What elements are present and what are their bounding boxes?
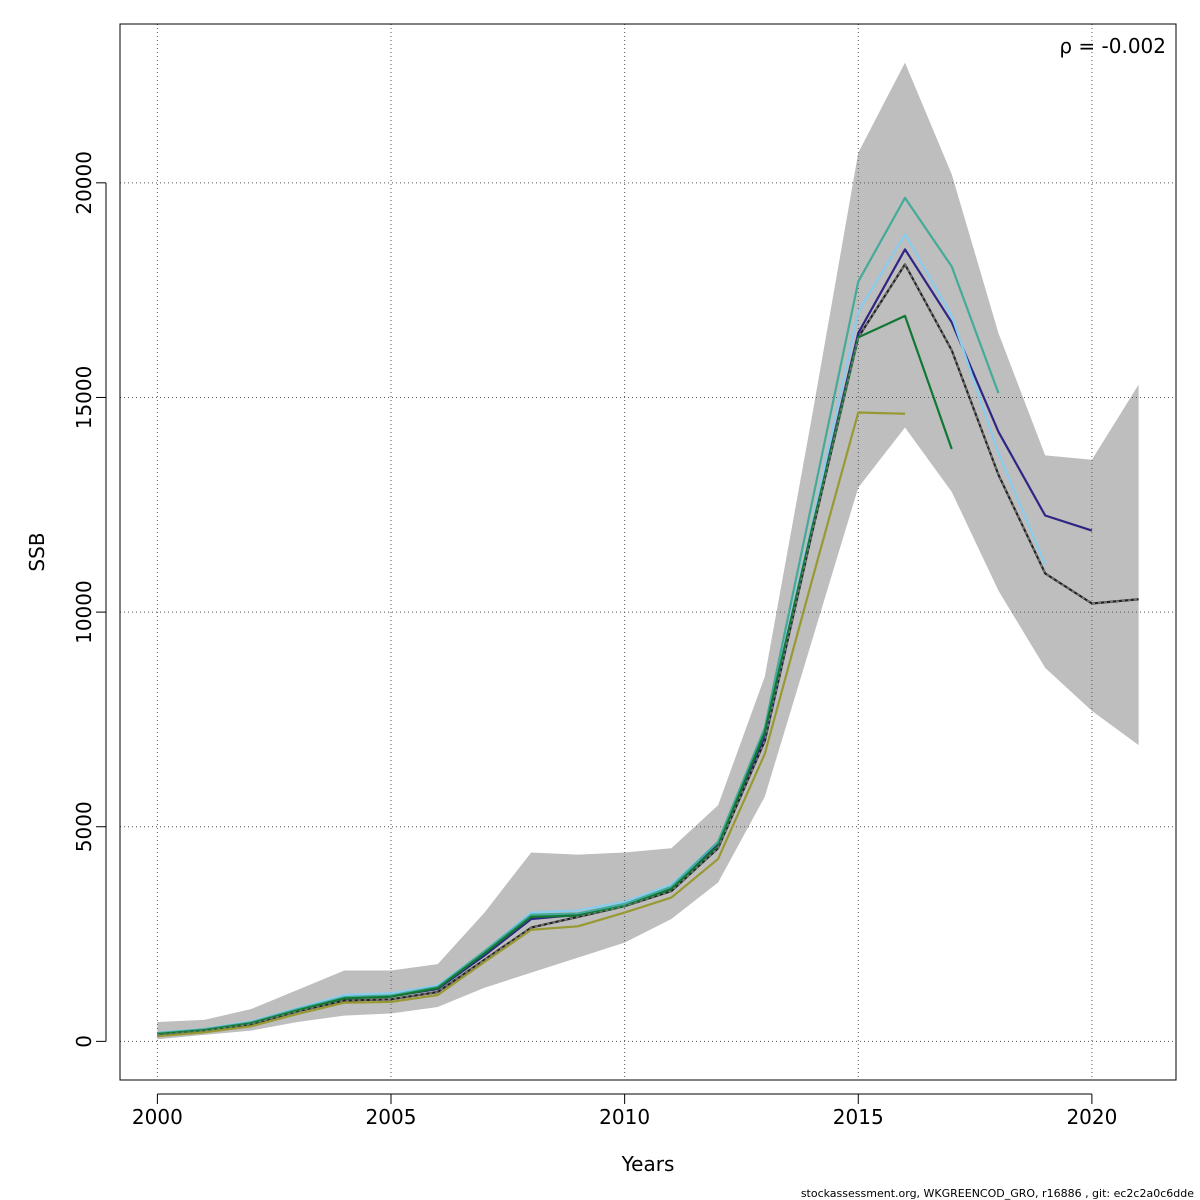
plot-frame bbox=[119, 23, 1177, 1081]
x-tick-label: 2015 bbox=[833, 1105, 884, 1129]
x-tick-label: 2005 bbox=[366, 1105, 417, 1129]
series-layer bbox=[157, 196, 1139, 1038]
series-line-7 bbox=[157, 263, 1139, 1036]
footer-credit: stockassessment.org, WKGREENCOD_GRO, r16… bbox=[801, 1187, 1194, 1200]
y-tick-label: 5000 bbox=[72, 801, 96, 852]
confidence-band bbox=[157, 62, 1139, 1040]
series-line-5 bbox=[157, 314, 953, 1036]
y-axis-label: SSB bbox=[25, 532, 49, 571]
x-tick-label: 2000 bbox=[132, 1105, 183, 1129]
grid-layer bbox=[120, 24, 1176, 1080]
x-axis-label: Years bbox=[621, 1152, 675, 1176]
confidence-band-layer bbox=[157, 62, 1139, 1040]
series-line-4 bbox=[157, 196, 1000, 1035]
y-tick-label: 20000 bbox=[72, 151, 96, 215]
x-axis: 2000 2005 2010 2015 2020 bbox=[132, 1093, 1117, 1129]
x-tick-label: 2020 bbox=[1066, 1105, 1117, 1129]
y-tick-label: 15000 bbox=[72, 366, 96, 430]
y-axis: 0 5000 10000 15000 20000 bbox=[72, 151, 107, 1048]
y-tick-label: 0 bbox=[72, 1035, 96, 1048]
series-line-6 bbox=[157, 411, 906, 1038]
rho-annotation: ρ = -0.002 bbox=[1059, 34, 1166, 58]
y-tick-label: 10000 bbox=[72, 580, 96, 644]
x-tick-label: 2010 bbox=[599, 1105, 650, 1129]
